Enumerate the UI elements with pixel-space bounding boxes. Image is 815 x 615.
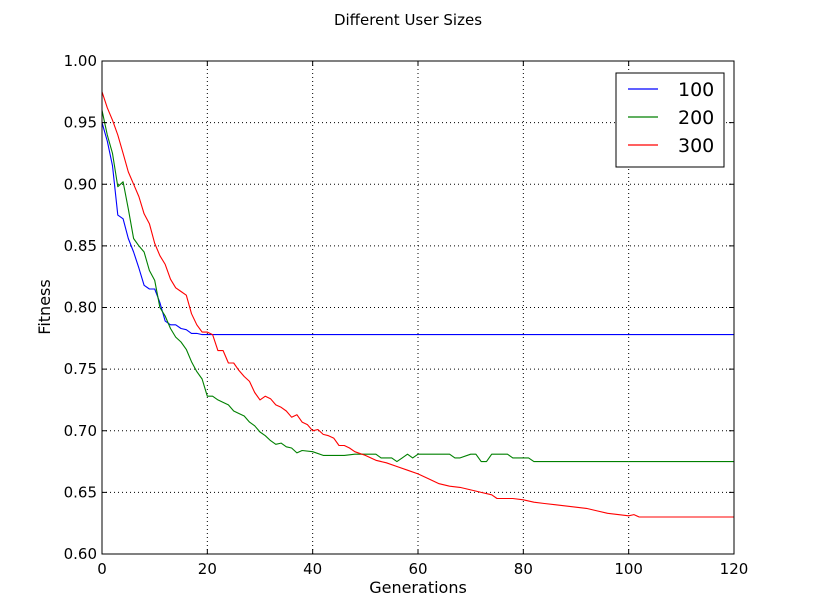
x-tick-label: 40 xyxy=(303,560,322,578)
y-tick-label: 0.95 xyxy=(64,114,97,132)
x-tick-label: 0 xyxy=(97,560,107,578)
y-tick-label: 0.60 xyxy=(64,545,97,563)
y-tick-label: 1.00 xyxy=(64,52,97,70)
y-tick-label: 0.75 xyxy=(64,360,97,378)
legend-label: 300 xyxy=(678,135,714,157)
series-line-100 xyxy=(101,122,734,336)
legend: 100 200 300 xyxy=(615,72,725,168)
legend-label: 200 xyxy=(678,107,714,129)
grid xyxy=(102,61,734,554)
x-axis-label: Generations xyxy=(369,578,467,597)
y-axis-label: Fitness xyxy=(35,279,54,334)
y-tick-label: 0.80 xyxy=(64,299,97,317)
axis-ticks: 0 20 40 60 80 100 120 0.60 0.65 0.70 0.75 0.80 0.85 0… xyxy=(64,52,749,578)
y-tick-label: 0.70 xyxy=(64,422,97,440)
x-tick-label: 20 xyxy=(198,560,217,578)
series-line-200 xyxy=(101,110,734,463)
x-tick-label: 120 xyxy=(720,560,749,578)
y-tick-label: 0.65 xyxy=(64,483,97,501)
x-tick-label: 60 xyxy=(408,560,427,578)
legend-label: 100 xyxy=(678,79,714,101)
y-tick-label: 0.85 xyxy=(64,237,97,255)
series-group xyxy=(101,91,734,518)
chart-title: Different User Sizes xyxy=(334,11,482,29)
y-tick-label: 0.90 xyxy=(64,175,97,193)
x-tick-label: 100 xyxy=(614,560,643,578)
series-line-300 xyxy=(101,91,734,518)
x-tick-label: 80 xyxy=(514,560,533,578)
